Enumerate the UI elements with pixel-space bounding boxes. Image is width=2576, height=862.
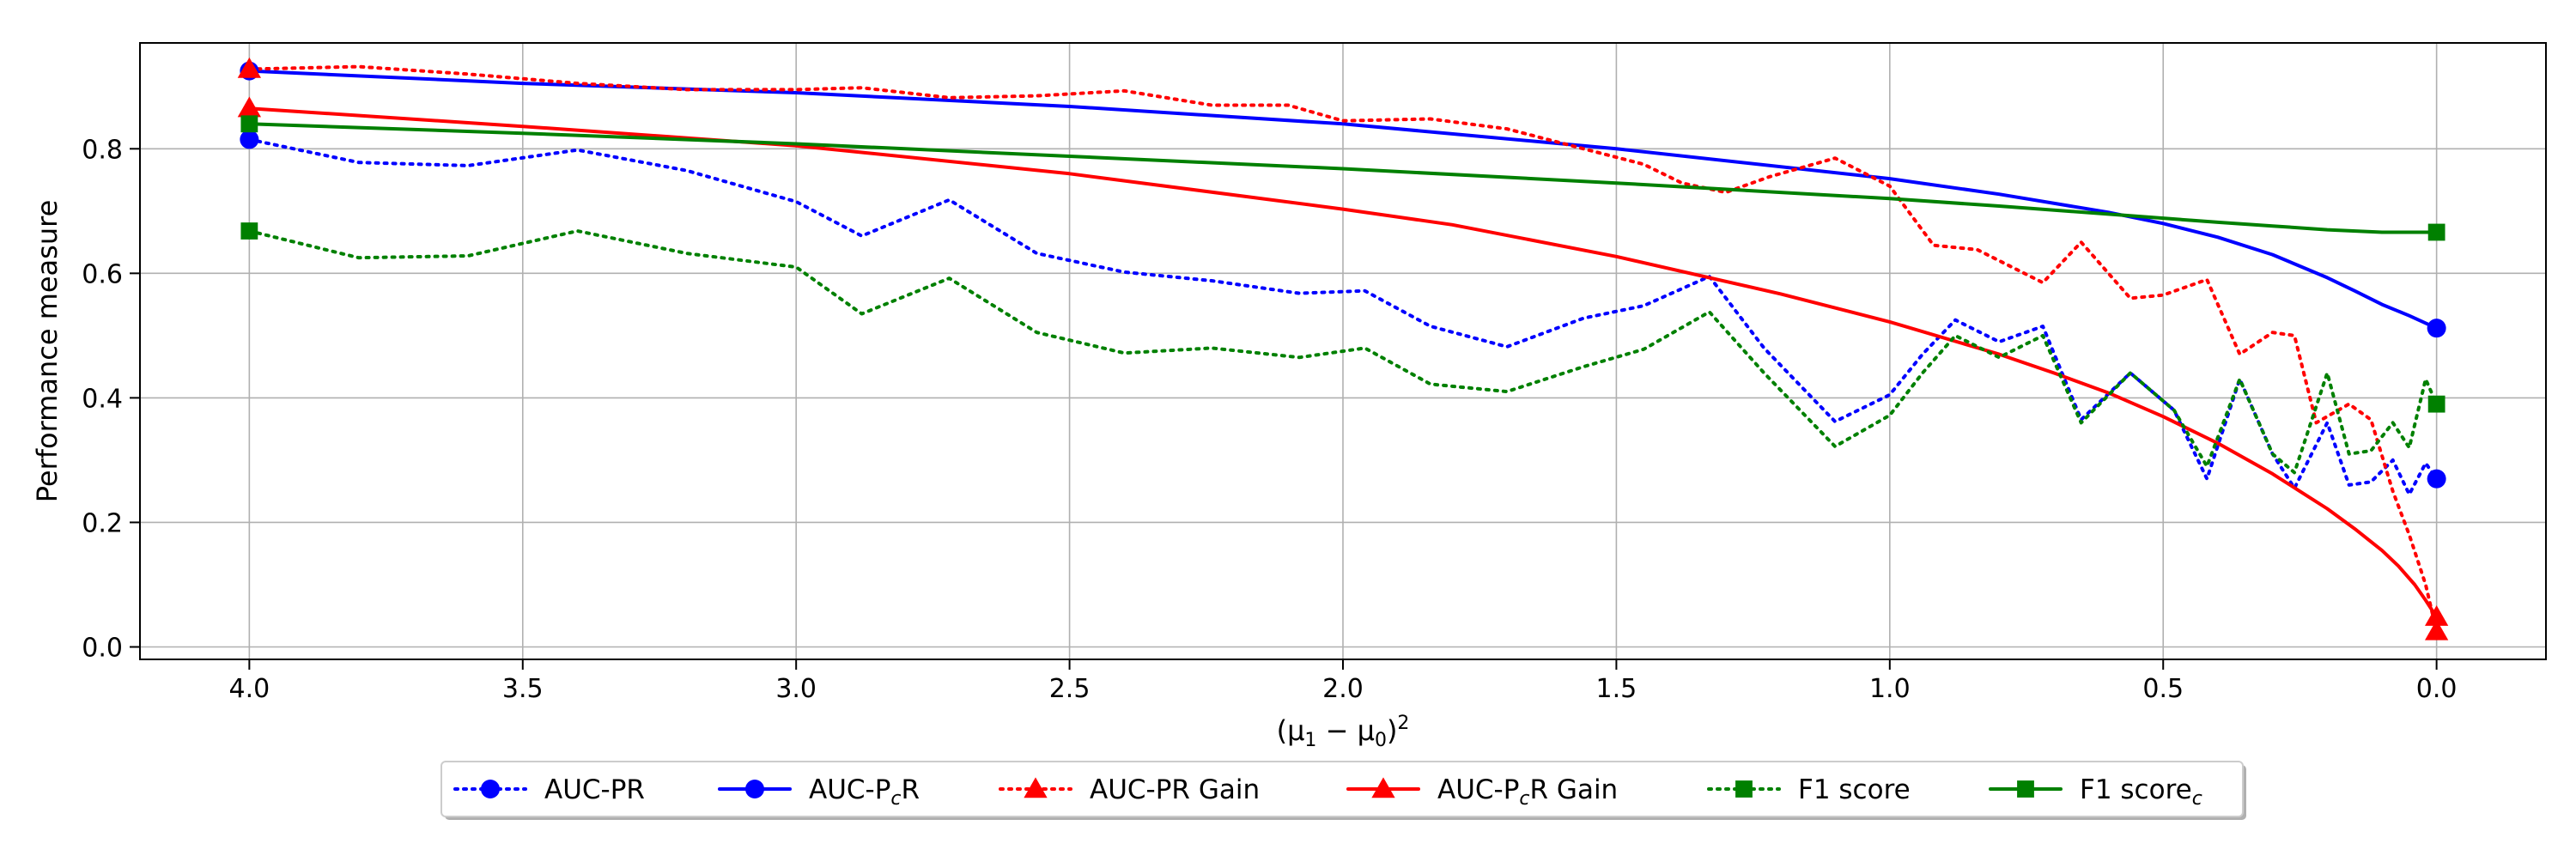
x-axis-label-part: (μ (1277, 714, 1305, 747)
x-tick-label: 2.5 (1049, 674, 1091, 704)
y-axis-label: Performance measure (31, 200, 64, 503)
series-line-auc-pcr-gain (247, 106, 2439, 619)
y-tick-label: 0.6 (82, 259, 123, 289)
marker-f1-score (2427, 395, 2445, 413)
x-tick-label: 0.5 (2142, 674, 2184, 704)
legend-entry-auc-pcr-gain: AUC-PcR Gain (1346, 774, 1618, 810)
series-line-auc-pcr (247, 69, 2439, 331)
marker-auc-pr (240, 130, 259, 149)
legend-label-auc-pcr: AUC-PcR (809, 774, 920, 810)
marker-f1-score-c (2427, 223, 2445, 241)
legend-label-subscript: c (2192, 788, 2202, 810)
x-tick-label: 1.5 (1596, 674, 1637, 704)
x-axis-label-part: 1 (1304, 730, 1316, 751)
legend-marker-auc-pcr (745, 780, 764, 798)
x-tick-label: 2.0 (1322, 674, 1364, 704)
series-layer (247, 64, 2439, 634)
marker-auc-pr-gain (2424, 619, 2449, 640)
series-line-auc-pr (247, 137, 2439, 496)
legend-label-f1-score: F1 score (1798, 774, 1911, 805)
legend-label-part: AUC-P (809, 774, 890, 805)
legend-label-part: AUC-P (1437, 774, 1519, 805)
x-tick-label: 4.0 (229, 674, 270, 704)
series-line-f1-score (247, 229, 2439, 475)
series-line-f1-score-c (247, 122, 2439, 234)
y-tick-label: 0.4 (82, 384, 123, 414)
legend-label-part: F1 score (2080, 774, 2192, 805)
legend-label-auc-pr-gain: AUC-PR Gain (1090, 774, 1260, 805)
legend-label-f1-score-c: F1 scorec (2080, 774, 2202, 810)
legend-entry-auc-pr: AUC-PR (453, 774, 645, 805)
marker-f1-score (240, 222, 258, 240)
legend-marker-f1-score (1735, 780, 1753, 798)
legend-label-part: R Gain (1530, 774, 1619, 805)
axes: 4.0 3.5 3.0 2.5 2.0 1.5 1.0 0.5 0.0 0.0 0.2 0.4 0.6 0… (82, 135, 2457, 704)
legend-entry-f1-score-c: F1 scorec (1989, 774, 2202, 810)
legend-entry-auc-pr-gain: AUC-PR Gain (999, 774, 1260, 805)
marker-auc-pcr-gain (2424, 605, 2449, 626)
x-axis-label-part: ) (1387, 714, 1397, 747)
marker-auc-pr (2427, 469, 2446, 489)
grid (140, 43, 2546, 659)
x-tick-label: 1.0 (1869, 674, 1911, 704)
legend-label-auc-pcr-gain: AUC-PcR Gain (1437, 774, 1618, 810)
legend-entry-f1-score: F1 score (1707, 774, 1911, 805)
marker-auc-pcr-gain (237, 96, 262, 118)
legend-label-subscript: c (890, 788, 901, 810)
marker-layer (237, 57, 2449, 640)
y-tick-label: 0.2 (82, 508, 123, 538)
x-tick-label: 3.0 (775, 674, 817, 704)
x-tick-label: 3.5 (502, 674, 544, 704)
legend-label-auc-pr: AUC-PR (544, 774, 645, 805)
legend-marker-auc-pr (481, 780, 500, 798)
legend-entry-auc-pcr: AUC-PcR (718, 774, 920, 810)
legend-label-part: R (902, 774, 920, 805)
marker-auc-pr-gain (237, 57, 262, 78)
legend-marker-auc-pr-gain (1024, 777, 1048, 798)
marker-auc-pcr (2427, 319, 2446, 338)
x-axis-label-part: 2 (1397, 713, 1409, 734)
x-axis-label-part: 0 (1375, 730, 1387, 751)
legend-marker-f1-score-c (2017, 780, 2034, 798)
x-axis-label: (μ1 − μ0)2 (1277, 713, 1410, 751)
legend-marker-auc-pcr-gain (1371, 777, 1395, 798)
series-line-auc-pr-gain (247, 64, 2439, 634)
x-tick-label: 0.0 (2416, 674, 2458, 704)
x-axis-label-part: − μ (1316, 714, 1375, 747)
y-tick-label: 0.0 (82, 633, 123, 663)
y-tick-label: 0.8 (82, 135, 123, 165)
marker-f1-score-c (240, 115, 258, 133)
legend: AUC-PR AUC-PcR AUC-PR Gain AUC-PcR Gain F1 s… (440, 761, 2246, 820)
legend-label-subscript: c (1519, 788, 1529, 810)
legend-box (440, 761, 2244, 817)
